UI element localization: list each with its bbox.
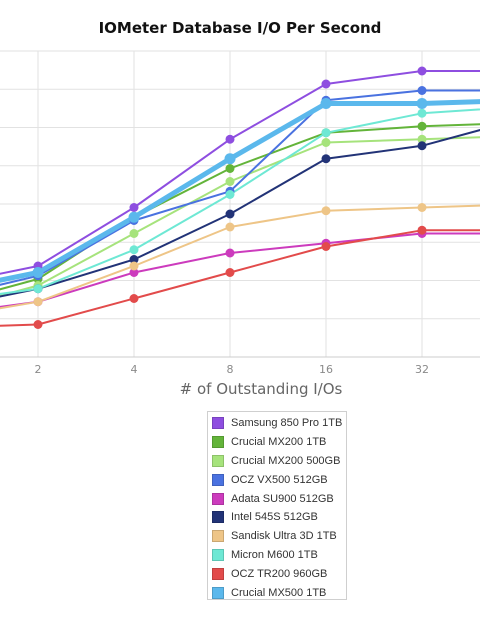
data-point [129, 255, 139, 264]
data-point [225, 190, 235, 199]
legend-item[interactable]: Intel 545S 512GB [212, 508, 346, 527]
legend-swatch [212, 548, 224, 561]
data-point [417, 121, 427, 131]
data-point [417, 86, 427, 95]
legend-label: Adata SU900 512GB [231, 492, 334, 505]
legend-item[interactable]: OCZ TR200 960GB [212, 564, 346, 583]
legend-item[interactable]: OCZ VX500 512GB [212, 470, 346, 489]
series-lines [0, 70, 480, 327]
legend-label: Crucial MX500 1TB [231, 586, 327, 599]
legend-label: Crucial MX200 1TB [231, 436, 327, 449]
legend-label: OCZ VX500 512GB [231, 473, 328, 486]
legend-swatch [212, 417, 224, 430]
data-point [321, 154, 331, 164]
data-point [417, 203, 427, 212]
data-point [416, 98, 428, 109]
chart-title: IOMeter Database I/O Per Second [98, 19, 382, 37]
x-tick-label: 4 [131, 363, 138, 376]
legend-item[interactable]: Crucial MX500 1TB [212, 583, 346, 602]
legend-item[interactable]: Sandisk Ultra 3D 1TB [212, 527, 346, 546]
data-point [129, 268, 139, 277]
x-tick-label: 32 [415, 363, 429, 376]
data-point [225, 134, 235, 144]
data-point [225, 164, 235, 173]
legend-swatch [212, 454, 224, 467]
data-point [128, 211, 140, 223]
data-point [320, 98, 332, 109]
legend-swatch [212, 473, 224, 486]
data-point [321, 79, 331, 89]
data-point [417, 141, 427, 151]
data-point [417, 108, 427, 118]
x-tick-label: 16 [319, 363, 333, 376]
legend-label: Crucial MX200 500GB [231, 454, 341, 467]
data-point [225, 268, 235, 277]
data-point [129, 245, 139, 255]
data-point [417, 134, 427, 144]
data-point [129, 261, 139, 271]
data-point [321, 242, 331, 251]
legend: Samsung 850 Pro 1TB Crucial MX200 1TB Cruc… [207, 411, 347, 600]
x-axis-label: # of Outstanding I/Os [179, 380, 343, 398]
legend-item[interactable]: Adata SU900 512GB [212, 489, 346, 508]
legend-label: Samsung 850 Pro 1TB [231, 417, 343, 430]
gridlines [0, 50, 480, 358]
legend-swatch [212, 530, 224, 543]
data-point [225, 248, 235, 258]
legend-item[interactable]: Crucial MX200 500GB [212, 452, 346, 471]
data-point [225, 222, 235, 232]
x-tick-label: 2 [35, 363, 42, 376]
data-point [129, 229, 139, 238]
legend-label: Micron M600 1TB [231, 548, 318, 561]
data-point [225, 209, 235, 219]
legend-label: Intel 545S 512GB [231, 511, 318, 524]
data-point [321, 206, 331, 216]
legend-swatch [212, 492, 224, 505]
legend-swatch [212, 567, 224, 580]
legend-swatch [212, 586, 224, 599]
data-point [417, 66, 427, 76]
legend-swatch [212, 511, 224, 524]
legend-item[interactable]: Crucial MX200 1TB [212, 433, 346, 452]
data-point [225, 177, 235, 186]
data-point [33, 284, 43, 294]
data-point [129, 203, 139, 212]
legend-label: Sandisk Ultra 3D 1TB [231, 530, 337, 543]
data-point [417, 225, 427, 235]
series-line-9 [0, 99, 480, 283]
series-line-2 [0, 136, 480, 297]
series-line-6 [0, 204, 480, 310]
legend-item[interactable]: Samsung 850 Pro 1TB [212, 414, 346, 433]
legend-label: OCZ TR200 960GB [231, 567, 328, 580]
legend-swatch [212, 436, 224, 449]
series-points [32, 66, 428, 329]
data-point [321, 138, 331, 147]
x-axis-ticks: 2 4 8 16 32 [35, 363, 430, 376]
data-point [33, 320, 43, 329]
data-point [224, 153, 236, 165]
data-point [321, 128, 331, 138]
legend-item[interactable]: Micron M600 1TB [212, 546, 346, 565]
data-point [32, 267, 44, 278]
data-point [129, 294, 139, 303]
x-tick-label: 8 [227, 363, 234, 376]
data-point [33, 297, 43, 307]
